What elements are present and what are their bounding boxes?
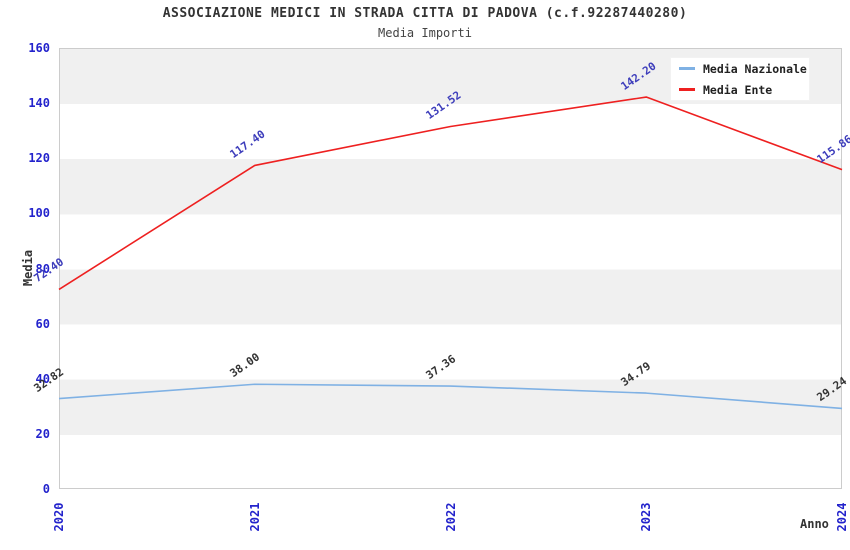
chart-subtitle: Media Importi	[378, 26, 472, 40]
legend: Media Nazionale Media Ente	[670, 57, 810, 101]
y-tick-60: 60	[35, 316, 50, 331]
plot-area	[59, 48, 842, 489]
chart-title: ASSOCIAZIONE MEDICI IN STRADA CITTA DI P…	[162, 6, 688, 21]
y-tick-140: 140	[28, 96, 50, 111]
y-tick-120: 120	[28, 151, 50, 166]
legend-label-media-nazionale: Media Nazionale	[703, 61, 807, 76]
x-tick-2021: 2021	[247, 502, 262, 532]
legend-label-media-ente: Media Ente	[703, 82, 773, 97]
y-tick-80: 80	[35, 261, 50, 276]
y-tick-40: 40	[35, 371, 50, 386]
legend-item-media-nazionale: Media Nazionale	[679, 62, 807, 76]
legend-item-media-ente: Media Ente	[679, 83, 801, 97]
legend-swatch-media-ente	[679, 88, 695, 91]
x-tick-2023: 2023	[639, 502, 654, 532]
y-tick-0: 0	[42, 482, 50, 496]
legend-swatch-media-nazionale	[679, 67, 695, 70]
y-tick-100: 100	[28, 206, 50, 221]
y-tick-20: 20	[35, 426, 50, 441]
x-tick-2022: 2022	[443, 502, 458, 532]
x-tick-2024: 2024	[835, 502, 849, 532]
x-tick-2020: 2020	[52, 502, 66, 532]
x-axis-title: Anno	[800, 517, 829, 531]
y-tick-160: 160	[28, 41, 50, 55]
